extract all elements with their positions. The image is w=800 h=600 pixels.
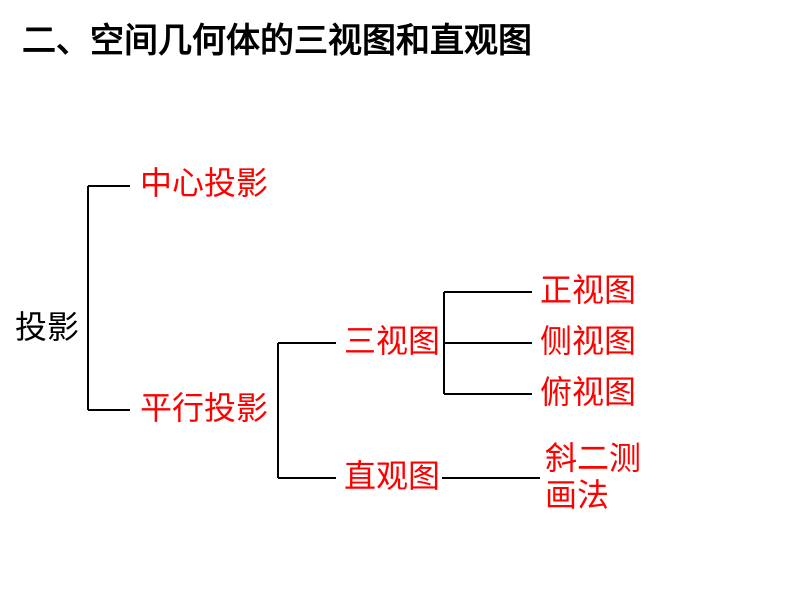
tree-connectors (0, 0, 800, 600)
